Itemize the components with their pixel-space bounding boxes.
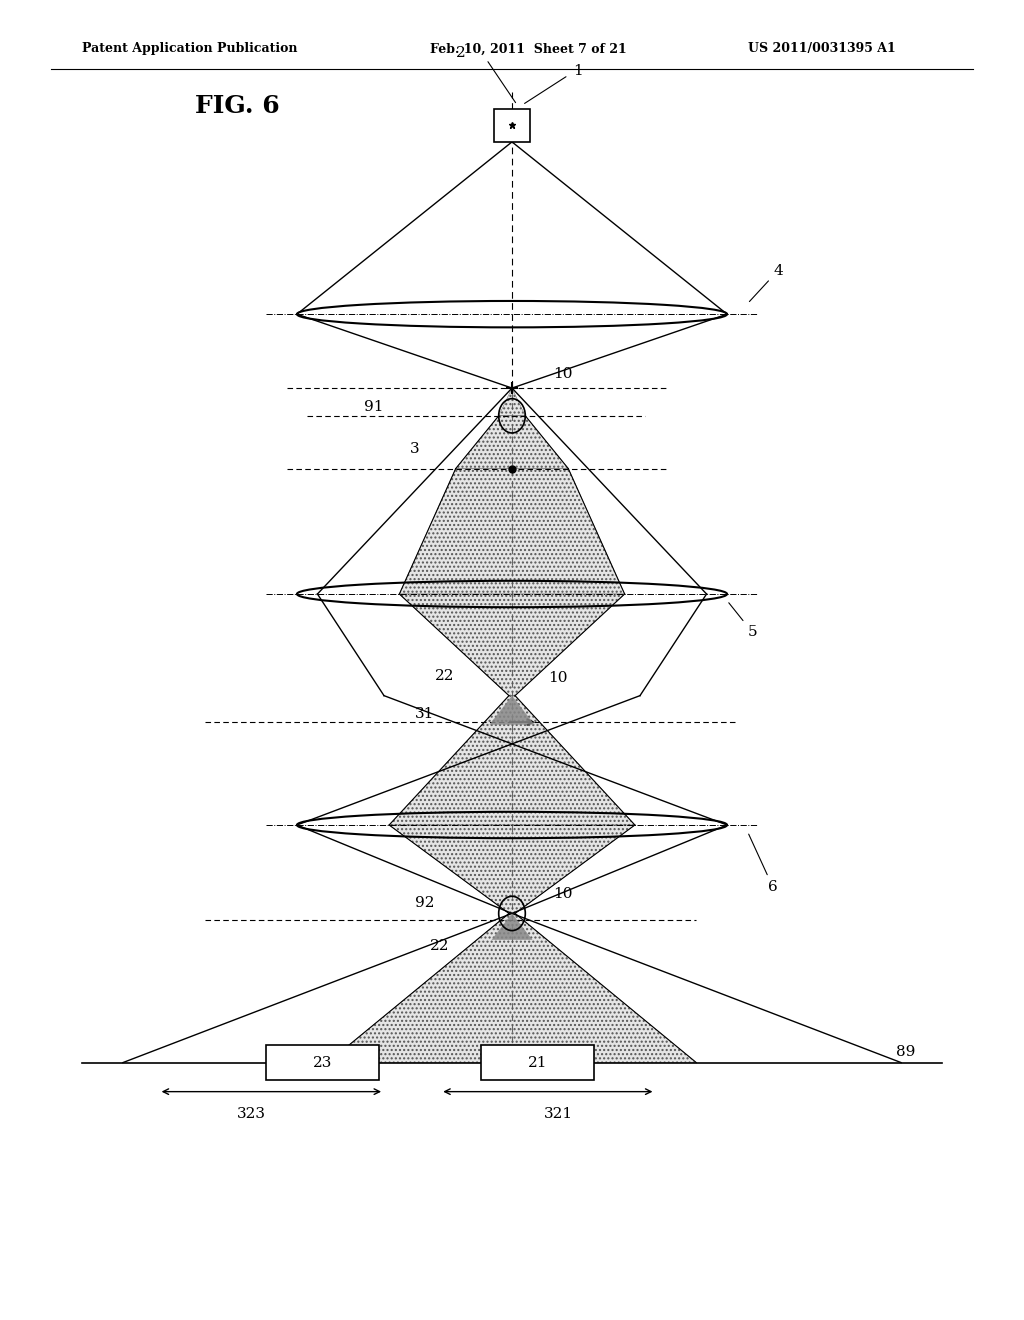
Text: 3: 3 (410, 442, 419, 455)
Text: 4: 4 (750, 264, 783, 301)
Polygon shape (399, 469, 625, 594)
Text: 323: 323 (237, 1107, 265, 1121)
Text: 21: 21 (527, 1056, 548, 1069)
Text: 22: 22 (435, 669, 455, 682)
Polygon shape (492, 913, 532, 940)
Text: 5: 5 (729, 603, 757, 639)
Polygon shape (499, 388, 525, 416)
Polygon shape (328, 913, 696, 1063)
FancyBboxPatch shape (481, 1045, 594, 1080)
Polygon shape (399, 594, 625, 696)
Text: Feb. 10, 2011  Sheet 7 of 21: Feb. 10, 2011 Sheet 7 of 21 (430, 42, 627, 55)
Polygon shape (389, 696, 635, 825)
Text: 23: 23 (313, 1056, 332, 1069)
Text: 92: 92 (415, 896, 434, 909)
Text: FIG. 6: FIG. 6 (195, 94, 280, 117)
Text: 2: 2 (456, 46, 466, 59)
Polygon shape (456, 416, 568, 469)
Text: 1: 1 (573, 65, 584, 78)
Text: 10: 10 (548, 672, 567, 685)
Polygon shape (489, 696, 535, 725)
Text: US 2011/0031395 A1: US 2011/0031395 A1 (748, 42, 895, 55)
Text: 91: 91 (364, 400, 383, 413)
Text: 22: 22 (430, 940, 450, 953)
Text: 6: 6 (749, 834, 778, 894)
Text: 321: 321 (544, 1107, 572, 1121)
Text: 89: 89 (896, 1045, 915, 1059)
FancyBboxPatch shape (494, 108, 530, 141)
Polygon shape (389, 825, 635, 913)
FancyBboxPatch shape (266, 1045, 379, 1080)
Text: Patent Application Publication: Patent Application Publication (82, 42, 297, 55)
Text: 10: 10 (553, 887, 572, 900)
Text: 31: 31 (415, 708, 434, 721)
Text: 10: 10 (553, 367, 572, 380)
